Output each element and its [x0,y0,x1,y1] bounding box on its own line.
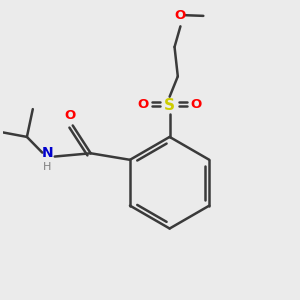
Text: N: N [42,146,53,160]
Text: O: O [175,9,186,22]
Text: S: S [164,98,175,113]
Text: H: H [43,162,52,172]
Text: O: O [64,109,76,122]
Text: O: O [190,98,201,111]
Text: O: O [138,98,149,111]
